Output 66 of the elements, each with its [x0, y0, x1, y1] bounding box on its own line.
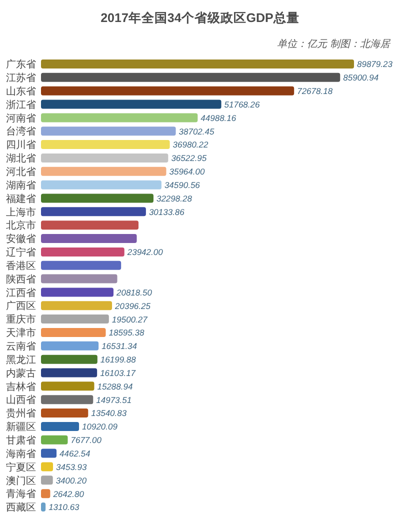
y-tick-label: 澳门区 [6, 474, 36, 487]
y-tick-label: 四川省 [6, 139, 36, 152]
y-tick-label: 海南省 [6, 448, 36, 460]
y-tick-label: 天津市 [6, 327, 36, 340]
data-label: 3400.20 [56, 475, 87, 486]
data-label: 16103.17 [100, 368, 136, 378]
title: 2017年全国34个省级政区GDP总量 [100, 11, 300, 25]
data-label: 13540.83 [91, 408, 127, 418]
y-tick-label: 河北省 [6, 166, 36, 178]
data-label: 38702.45 [178, 126, 215, 136]
y-tick-label: 吉林省 [6, 380, 36, 393]
y-tick-label: 湖南省 [6, 179, 36, 192]
data-label: 23942.00 [126, 247, 164, 258]
y-tick-label: 广西区 [6, 300, 36, 312]
data-label: 10920.09 [82, 422, 118, 432]
y-tick-label: 青海省 [6, 488, 36, 500]
data-label: 18595.38 [108, 328, 144, 338]
y-tick-label: 香港区 [6, 260, 36, 272]
y-tick-label: 山西省 [6, 394, 36, 406]
data-label: 14973.51 [96, 394, 132, 405]
data-label: 36522.95 [171, 153, 207, 164]
y-tick-label: 福建省 [6, 192, 36, 205]
y-tick-label: 贵州省 [6, 408, 36, 420]
data-label: 32298.28 [156, 193, 192, 204]
y-tick-label: 北京市 [6, 220, 36, 232]
data-label: 7677.00 [70, 435, 102, 446]
y-tick-label: 安徽省 [6, 233, 36, 246]
y-tick-label: 重庆市 [6, 314, 36, 326]
y-tick-label: 江西省 [6, 286, 36, 299]
y-tick-label: 湖北省 [6, 152, 36, 165]
y-tick-label: 西藏区 [6, 502, 36, 513]
y-tick-label: 上海市 [6, 206, 36, 218]
subtitle: 单位：亿元 制图：北海居 [277, 39, 390, 50]
y-tick-label: 黑龙江 [6, 354, 36, 366]
data-label: 85900.94 [343, 72, 379, 83]
y-tick-label: 山东省 [6, 85, 36, 98]
data-label: 51768.26 [224, 99, 260, 110]
y-tick-label: 陕西省 [6, 273, 36, 286]
data-label: 4462.54 [60, 448, 91, 459]
y-tick-label: 云南省 [6, 340, 36, 353]
data-label: 20396.25 [114, 300, 151, 311]
data-label: 36980.22 [172, 140, 209, 150]
data-label: 34590.56 [164, 180, 200, 190]
data-label: 72678.18 [297, 86, 333, 96]
data-label: 3453.93 [56, 462, 88, 472]
y-tick-label: 内蒙古 [6, 367, 36, 380]
y-tick-label: 江苏省 [6, 72, 36, 84]
y-tick-label: 新疆区 [6, 421, 36, 434]
data-label: 44988.16 [200, 112, 236, 123]
data-label: 19500.27 [112, 314, 148, 324]
y-tick-label: 辽宁省 [6, 246, 36, 259]
data-label: 15288.94 [97, 381, 133, 392]
y-tick-label: 浙江省 [6, 98, 36, 111]
data-label: 1310.63 [48, 502, 80, 512]
data-label: 2642.80 [52, 488, 84, 499]
data-label: 16199.88 [100, 354, 136, 365]
y-tick-label: 河南省 [6, 112, 36, 124]
data-label: 30133.86 [148, 206, 185, 217]
y-tick-label: 台湾省 [6, 126, 36, 138]
data-label: 35964.00 [169, 166, 205, 177]
data-label: 20818.50 [116, 287, 152, 298]
data-label: 89879.23 [357, 59, 393, 70]
data-label: 16531.34 [102, 341, 138, 352]
y-tick-label: 宁夏区 [6, 461, 36, 474]
y-tick-label: 广东省 [6, 58, 36, 71]
y-tick-label: 甘肃省 [6, 434, 36, 446]
